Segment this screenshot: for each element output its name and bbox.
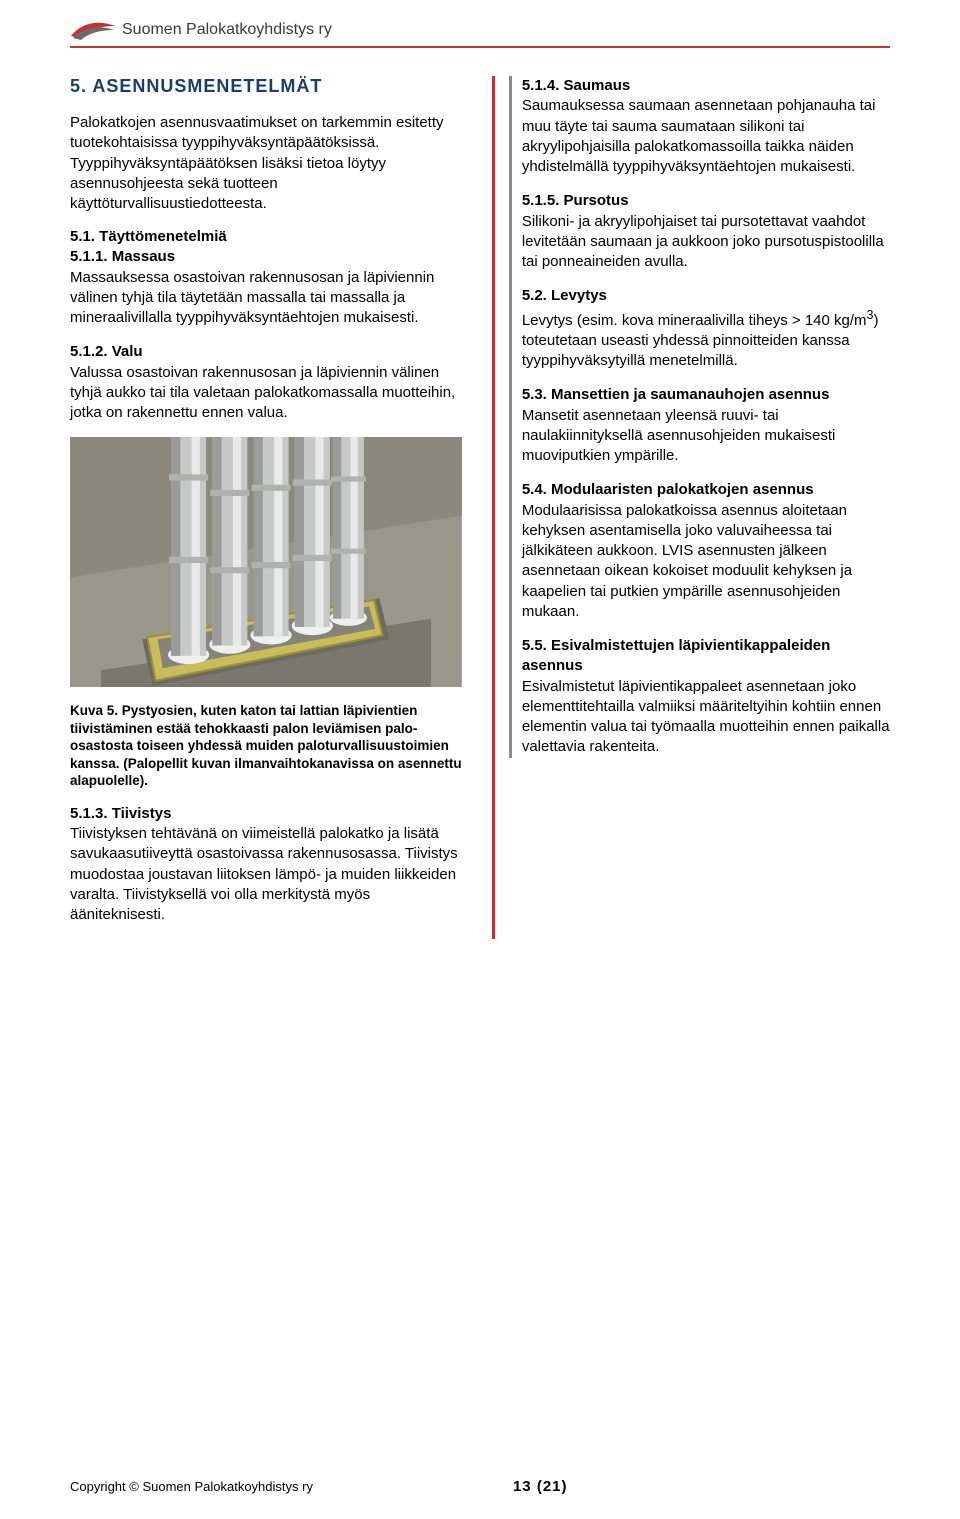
heading-5-1-3: 5.1.3. Tiivistys <box>70 805 171 822</box>
section-5-1-5: 5.1.5. Pursotus Silikoni- ja akryylipohj… <box>522 191 890 272</box>
body-5-1-4: Saumauksessa saumaan asennetaan pohjanau… <box>522 97 876 175</box>
body-5-4: Modulaarisissa palokatkoissa asennus alo… <box>522 502 852 620</box>
heading-5-4: 5.4. Modulaaristen palokatkojen asennus <box>522 481 814 498</box>
body-5-5: Esivalmistetut läpivientikappaleet asenn… <box>522 678 890 756</box>
copyright-text: Copyright © Suomen Palokatkoyhdistys ry <box>70 1479 313 1494</box>
right-column-outer: 5.1.4. Saumaus Saumauksessa saumaan asen… <box>492 76 890 939</box>
heading-5-1-2: 5.1.2. Valu <box>70 343 143 360</box>
figure-5-caption: Kuva 5. Pystyosien, kuten katon tai latt… <box>70 702 462 790</box>
page-header: Suomen Palokatkoyhdistys ry <box>70 18 890 48</box>
section-5-2: 5.2. Levytys Levytys (esim. kova mineraa… <box>522 286 890 371</box>
figure-5-image <box>70 437 462 687</box>
heading-5-1-4: 5.1.4. Saumaus <box>522 77 630 94</box>
page: Suomen Palokatkoyhdistys ry 5. ASENNUSME… <box>0 0 960 1519</box>
heading-5-1: 5.1. Täyttömenetelmiä <box>70 228 462 245</box>
page-number: 13 (21) <box>513 1478 568 1495</box>
body-5-1-5: Silikoni- ja akryylipohjaiset tai pursot… <box>522 213 884 271</box>
body-5-3: Mansetit asennetaan yleensä ruuvi- tai n… <box>522 407 836 465</box>
org-name: Suomen Palokatkoyhdistys ry <box>122 21 332 39</box>
heading-5-1-1: 5.1.1. Massaus <box>70 248 175 265</box>
section-5-3: 5.3. Mansettien ja saumanauhojen asennus… <box>522 385 890 466</box>
page-footer: Copyright © Suomen Palokatkoyhdistys ry … <box>70 1478 890 1495</box>
content-columns: 5. ASENNUSMENETELMÄT Palokatkojen asennu… <box>70 76 890 939</box>
heading-5-1-5: 5.1.5. Pursotus <box>522 192 629 209</box>
intro-paragraph: Palokatkojen asennusvaatimukset on tarke… <box>70 113 462 214</box>
section-5-1-4: 5.1.4. Saumaus Saumauksessa saumaan asen… <box>522 76 890 177</box>
section-5-1-2: 5.1.2. Valu Valussa osastoivan rakennuso… <box>70 342 462 423</box>
body-5-1-3: Tiivistyksen tehtävänä on viimeistellä p… <box>70 825 458 923</box>
section-5-1-1: 5.1.1. Massaus Massauksessa osastoivan r… <box>70 247 462 328</box>
section-5-5: 5.5. Esivalmistettujen läpivientikappale… <box>522 636 890 758</box>
logo-swoosh-icon <box>70 18 116 42</box>
right-column: 5.1.4. Saumaus Saumauksessa saumaan asen… <box>509 76 890 758</box>
left-column: 5. ASENNUSMENETELMÄT Palokatkojen asennu… <box>70 76 468 939</box>
section-5-title: 5. ASENNUSMENETELMÄT <box>70 76 462 97</box>
heading-5-5: 5.5. Esivalmistettujen läpivientikappale… <box>522 637 830 674</box>
body-5-2-a: Levytys (esim. kova mineraalivilla tihey… <box>522 312 867 329</box>
section-5-1-3: 5.1.3. Tiivistys Tiivistyksen tehtävänä … <box>70 804 462 926</box>
body-5-1-1: Massauksessa osastoivan rakennusosan ja … <box>70 269 434 327</box>
heading-5-3: 5.3. Mansettien ja saumanauhojen asennus <box>522 386 830 403</box>
body-5-1-2: Valussa osastoivan rakennusosan ja läpiv… <box>70 364 455 422</box>
section-5-4: 5.4. Modulaaristen palokatkojen asennus … <box>522 480 890 622</box>
heading-5-2: 5.2. Levytys <box>522 287 607 304</box>
superscript-3: 3 <box>867 308 874 322</box>
